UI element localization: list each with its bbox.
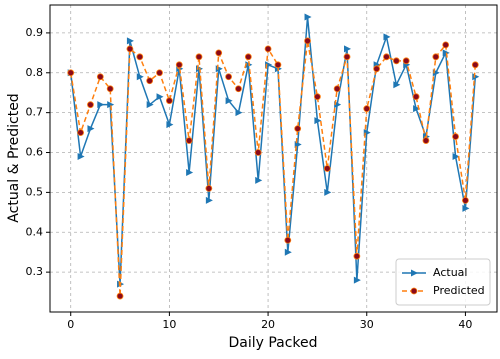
marker <box>392 57 400 65</box>
marker <box>412 93 420 101</box>
marker <box>195 53 203 61</box>
legend-marker <box>411 269 418 277</box>
marker <box>264 45 272 53</box>
marker <box>314 117 322 125</box>
marker <box>126 45 134 53</box>
marker <box>304 13 312 21</box>
series-line <box>69 16 477 285</box>
marker <box>284 248 292 256</box>
marker <box>324 188 332 196</box>
x-tick-label: 30 <box>360 318 374 331</box>
marker <box>136 73 144 81</box>
marker <box>353 252 361 260</box>
marker <box>452 133 459 140</box>
marker <box>304 37 311 45</box>
marker <box>225 97 233 105</box>
marker <box>67 69 75 77</box>
marker <box>77 153 85 161</box>
marker <box>156 69 163 77</box>
x-tick-label: 0 <box>67 318 74 331</box>
legend-box <box>395 258 491 306</box>
marker <box>166 121 174 129</box>
legend-label: Actual <box>433 266 467 279</box>
marker <box>254 149 262 156</box>
legend-label: Predicted <box>433 284 485 297</box>
marker <box>205 196 213 204</box>
marker <box>126 37 134 45</box>
y-tick-label: 0.7 <box>26 106 44 119</box>
marker <box>274 61 282 69</box>
marker <box>323 165 331 172</box>
x-axis-title: Daily Packed <box>228 335 317 351</box>
marker <box>432 53 440 61</box>
marker <box>255 176 263 184</box>
marker <box>373 65 381 73</box>
marker <box>225 73 233 81</box>
y-tick-label: 0.3 <box>26 265 44 278</box>
plot-frame <box>49 4 498 313</box>
marker <box>96 73 104 81</box>
marker <box>294 125 302 132</box>
marker <box>402 57 410 65</box>
marker <box>87 101 94 109</box>
marker <box>235 85 242 93</box>
marker <box>107 101 115 109</box>
marker <box>77 129 84 136</box>
legend-marker <box>410 287 418 295</box>
series-line <box>69 40 477 297</box>
marker <box>284 236 292 244</box>
marker <box>87 125 95 133</box>
marker <box>156 93 164 101</box>
marker <box>106 85 114 93</box>
marker <box>413 105 421 113</box>
marker <box>442 41 450 49</box>
y-tick-label: 0.4 <box>26 225 44 238</box>
marker <box>116 292 124 300</box>
marker <box>363 105 371 113</box>
marker <box>353 276 361 284</box>
marker <box>136 53 144 61</box>
marker <box>393 81 401 89</box>
marker <box>215 49 223 57</box>
x-tick-label: 10 <box>162 318 176 331</box>
y-tick-label: 0.8 <box>26 66 44 79</box>
marker <box>344 45 352 53</box>
marker <box>205 185 213 192</box>
marker <box>244 53 252 61</box>
marker <box>165 97 173 105</box>
marker <box>343 53 351 61</box>
x-tick-label: 40 <box>458 318 472 331</box>
marker <box>175 61 183 69</box>
marker <box>235 109 243 117</box>
marker <box>314 93 321 101</box>
y-tick-label: 0.9 <box>26 26 44 39</box>
marker <box>422 137 430 144</box>
y-tick-label: 0.6 <box>26 146 44 159</box>
legend: Actual Predicted <box>395 258 491 306</box>
y-tick-label: 0.5 <box>26 185 44 198</box>
marker <box>186 168 194 176</box>
marker <box>97 101 105 109</box>
marker <box>462 204 470 212</box>
marker <box>146 101 154 109</box>
marker <box>146 77 154 85</box>
marker <box>452 153 460 161</box>
x-tick-label: 20 <box>261 318 275 331</box>
marker <box>383 53 390 61</box>
marker <box>383 33 391 41</box>
y-axis-title: Actual & Predicted <box>6 93 22 222</box>
marker <box>462 196 469 204</box>
marker <box>333 85 341 93</box>
marker <box>471 61 479 69</box>
marker <box>185 137 193 144</box>
